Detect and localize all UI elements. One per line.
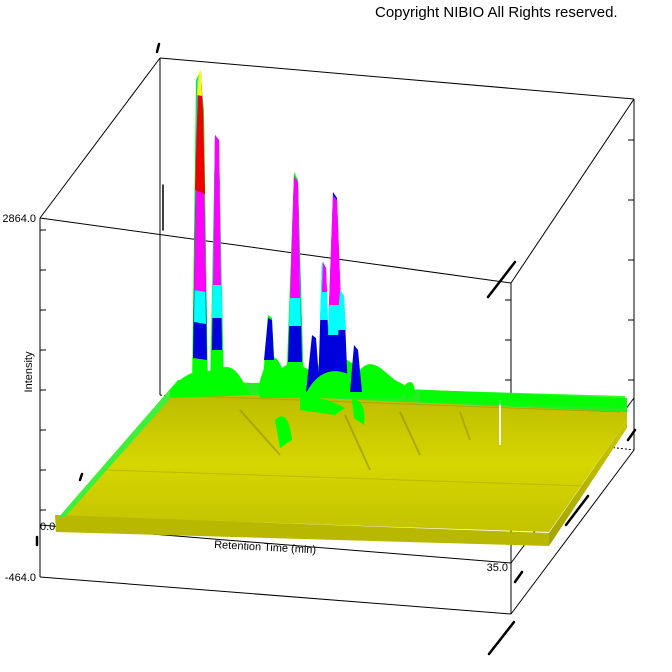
y-tick-bottom: -464.0: [5, 572, 36, 584]
depth-axis-marks: [35, 42, 637, 656]
peak-main: [192, 70, 208, 392]
y-tick-top: 2864.0: [2, 213, 36, 225]
peak-cluster-a: [262, 172, 304, 392]
left-axis-ticks: [40, 229, 46, 511]
peak-second: [210, 135, 224, 392]
x-tick-end: 35.0: [487, 562, 508, 574]
x-axis-label: Retention Time (min): [214, 539, 317, 556]
floor-surface: [55, 380, 627, 546]
peak-cluster-b: [305, 192, 362, 395]
y-axis-label: Intensity: [23, 351, 35, 392]
copyright-notice: Copyright NIBIO All Rights reserved.: [375, 4, 618, 21]
x-tick-start: 0.0: [40, 521, 55, 533]
